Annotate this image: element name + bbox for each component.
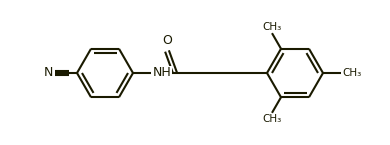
Text: N: N: [44, 67, 53, 79]
Text: CH₃: CH₃: [262, 114, 282, 124]
Text: CH₃: CH₃: [262, 22, 282, 32]
Text: CH₃: CH₃: [342, 68, 361, 78]
Text: O: O: [162, 34, 172, 47]
Text: NH: NH: [153, 67, 172, 79]
